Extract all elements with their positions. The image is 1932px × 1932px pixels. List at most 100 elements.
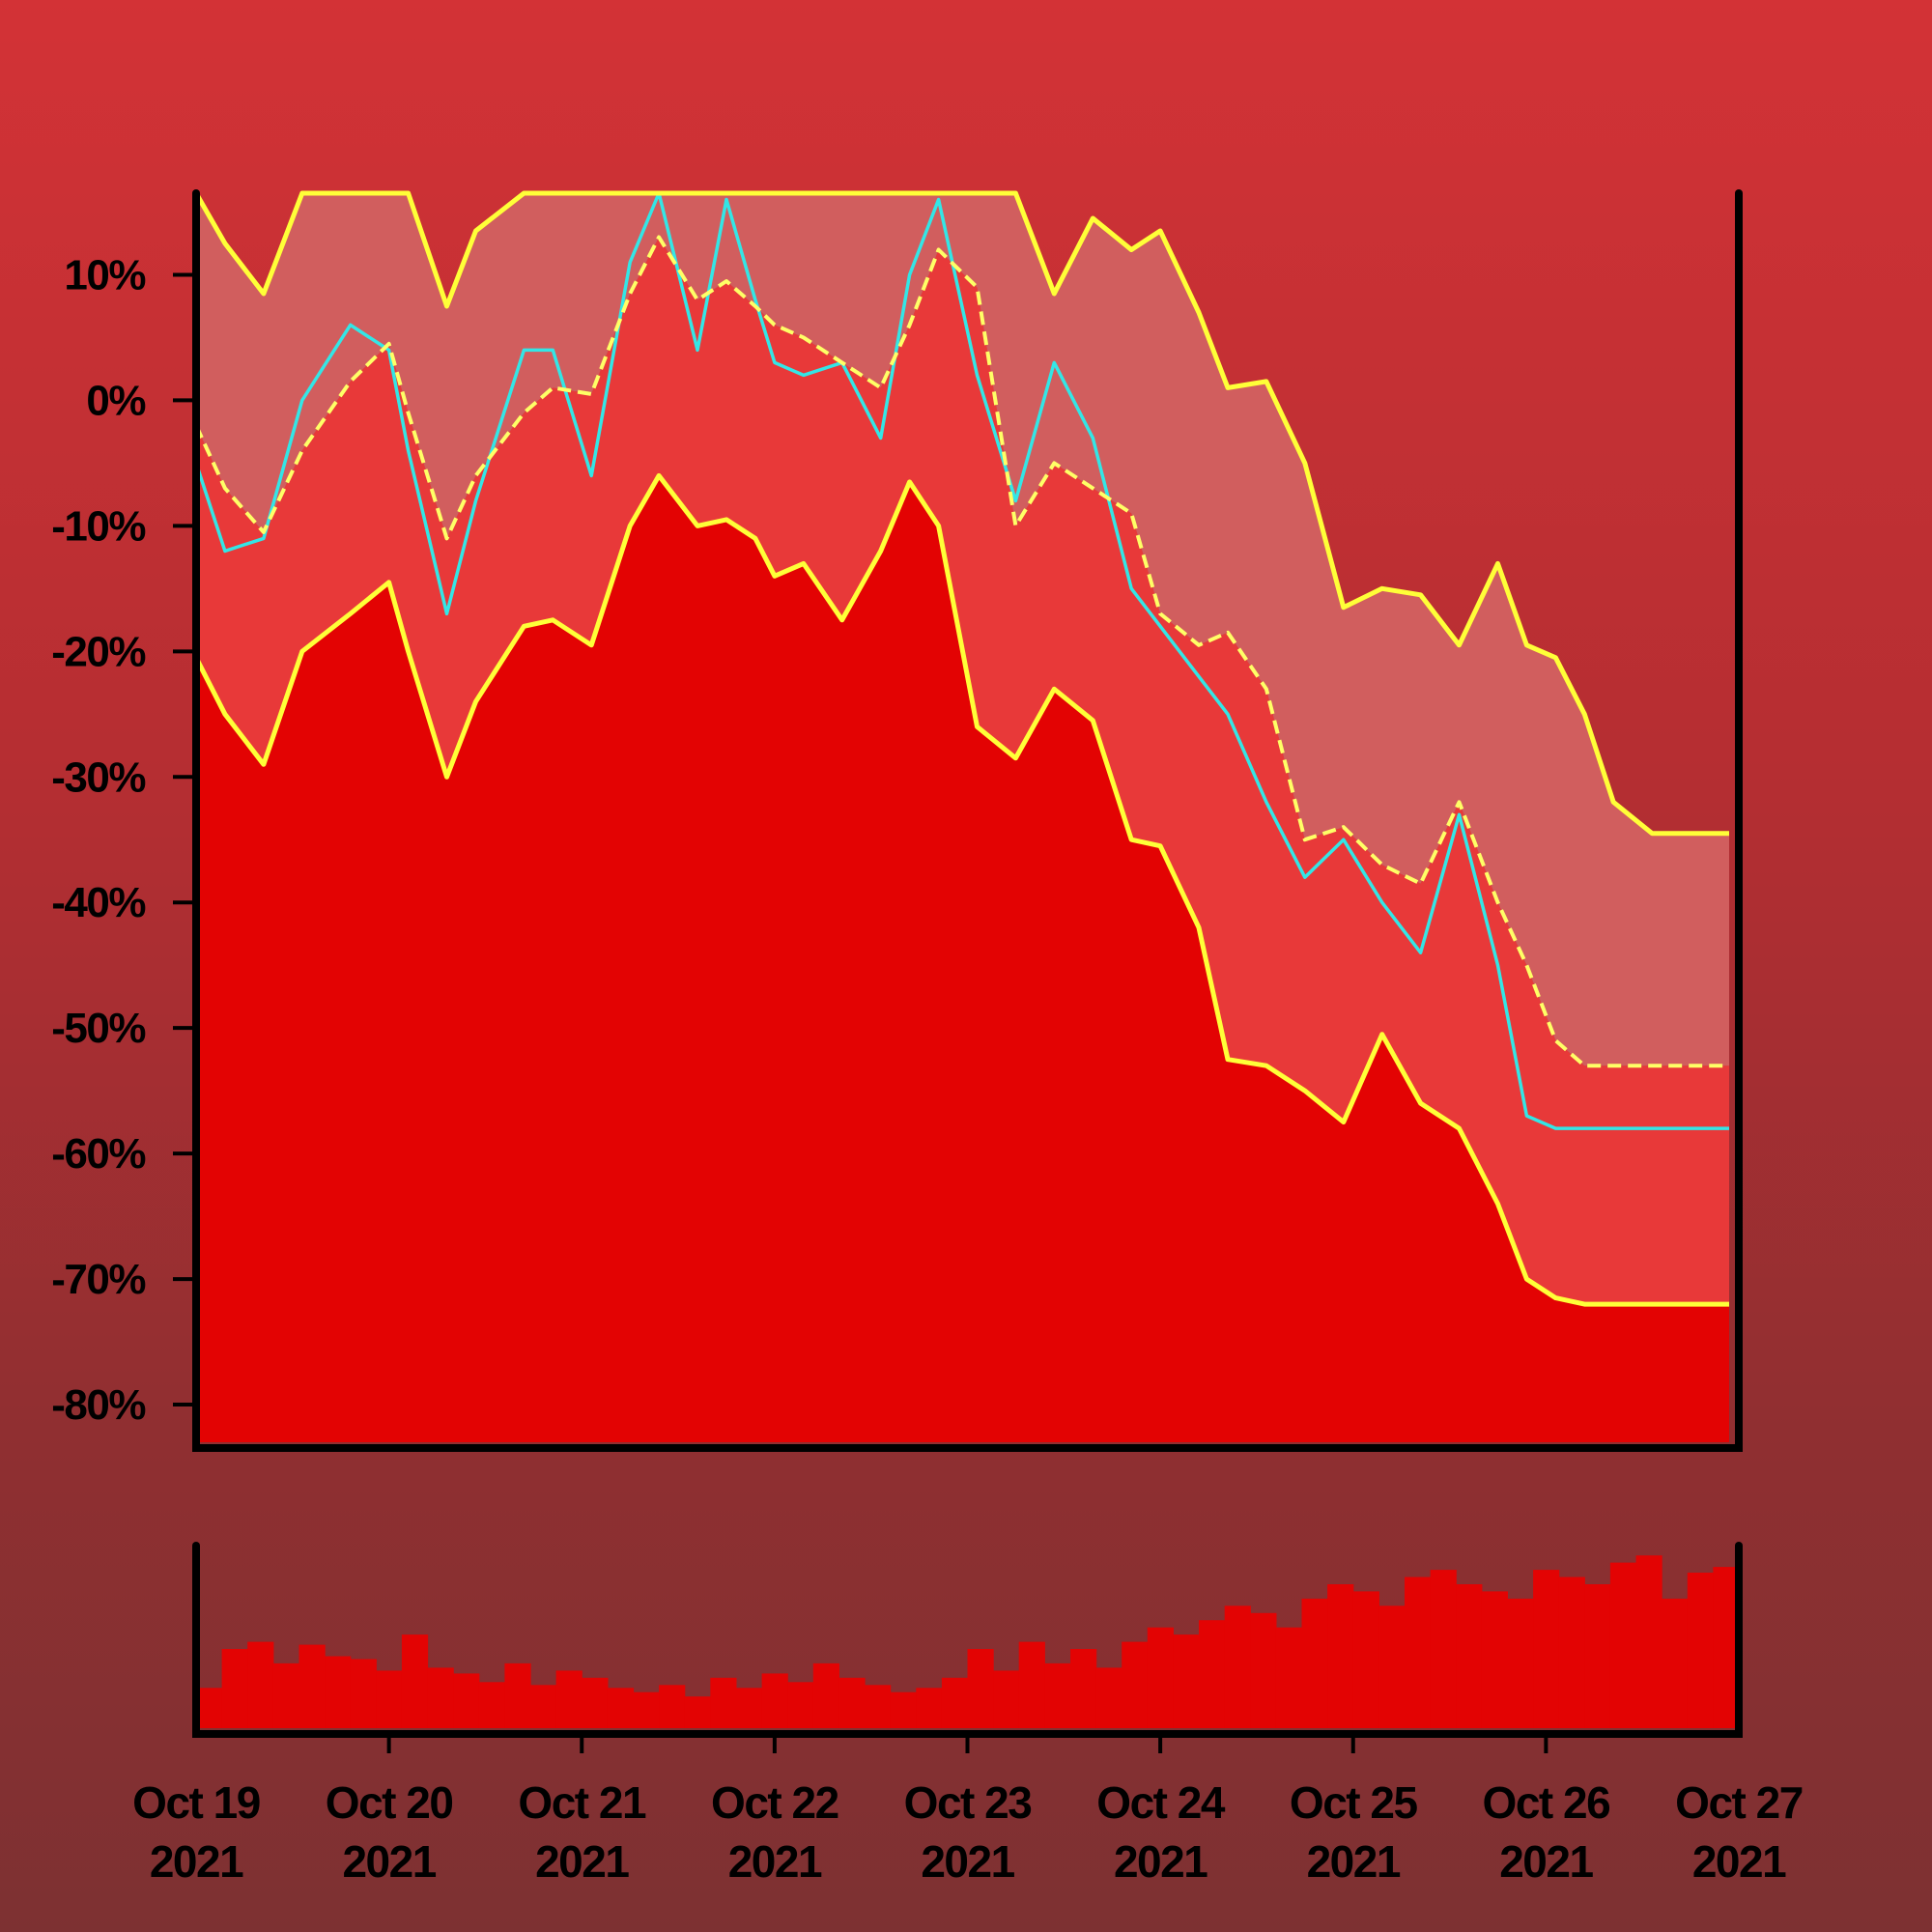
volume-bar <box>1147 1627 1174 1728</box>
x-tick-label-year: 2021 <box>1114 1836 1208 1887</box>
x-tick-label-year: 2021 <box>342 1836 436 1887</box>
volume-bar <box>1199 1620 1226 1728</box>
main-plot-frame <box>192 189 1743 1452</box>
volume-bar <box>1378 1605 1406 1728</box>
upper-band-area <box>196 193 1729 1066</box>
middle-band-area <box>196 237 1729 1305</box>
lower-band-line <box>193 472 1729 1307</box>
volume-bar <box>1662 1598 1689 1728</box>
y-tick-label: -80% <box>51 1381 145 1429</box>
volume-bar <box>582 1677 609 1728</box>
volume-bar <box>1122 1641 1149 1728</box>
y-tick-label: -70% <box>51 1256 145 1303</box>
x-tick-label-year: 2021 <box>150 1836 243 1887</box>
volume-bar <box>761 1673 788 1728</box>
x-tick-label-date: Oct 21 <box>518 1777 646 1828</box>
x-tick-label-date: Oct 25 <box>1290 1777 1418 1828</box>
volume-bar <box>633 1691 660 1728</box>
y-tick-label: 0% <box>86 377 145 424</box>
y-tick-label: -30% <box>51 753 145 801</box>
volume-bar <box>1609 1562 1637 1728</box>
y-tick-label: -40% <box>51 879 145 926</box>
volume-bar <box>247 1641 274 1728</box>
volume-bar <box>1224 1605 1251 1728</box>
volume-bar <box>1352 1591 1379 1728</box>
y-tick-label: -50% <box>51 1005 145 1052</box>
volume-bar <box>1481 1591 1508 1728</box>
y-tick-label: 10% <box>64 251 145 298</box>
x-tick-label-date: Oct 19 <box>132 1777 260 1828</box>
upper-band-line <box>193 190 1729 837</box>
volume-bars <box>196 1555 1740 1728</box>
x-tick-label-date: Oct 24 <box>1096 1777 1226 1828</box>
x-tick-label-year: 2021 <box>1307 1836 1401 1887</box>
volume-bar <box>838 1677 866 1728</box>
volume-bar <box>1327 1584 1354 1728</box>
volume-bar <box>941 1677 969 1728</box>
volume-bar <box>298 1644 326 1728</box>
volume-bar <box>1301 1598 1328 1728</box>
x-tick-label-date: Oct 27 <box>1675 1777 1803 1828</box>
volume-bar <box>221 1649 248 1728</box>
x-tick-label-date: Oct 20 <box>326 1777 453 1828</box>
volume-bar <box>710 1677 737 1728</box>
middle-band-line <box>194 235 1729 1068</box>
x-tick-label-year: 2021 <box>1499 1836 1593 1887</box>
x-tick-label-year: 2021 <box>1692 1836 1786 1887</box>
volume-bar <box>607 1688 635 1728</box>
volume-bar <box>555 1670 582 1728</box>
volume-bar <box>453 1673 480 1728</box>
y-tick-label: -10% <box>51 502 145 550</box>
volume-bar <box>736 1688 763 1728</box>
x-tick-label-year: 2021 <box>535 1836 629 1887</box>
volume-bar <box>916 1688 943 1728</box>
volume-bar <box>659 1685 686 1728</box>
series-lines <box>193 190 1729 1307</box>
volume-bar <box>1687 1573 1714 1728</box>
volume-bar <box>530 1685 557 1728</box>
volume-bar <box>1635 1555 1662 1728</box>
volume-bar <box>1533 1570 1560 1728</box>
volume-bar <box>684 1696 711 1728</box>
volume-bar <box>1584 1584 1611 1728</box>
volume-bar <box>478 1682 505 1728</box>
price-line <box>194 191 1729 1130</box>
volume-bar <box>376 1670 403 1728</box>
main-plot: 10% 0% -10% -20% -30% -40% -50% -60% -70% -80% <box>51 189 1743 1452</box>
volume-bar <box>1044 1662 1071 1728</box>
x-tick-label-year: 2021 <box>921 1836 1014 1887</box>
volume-bar <box>504 1662 531 1728</box>
y-tick-label: -20% <box>51 628 145 675</box>
volume-bar <box>1018 1641 1045 1728</box>
volume-bar <box>196 1688 223 1728</box>
volume-bar <box>1507 1598 1534 1728</box>
volume-bar <box>865 1685 892 1728</box>
volume-bar <box>1070 1649 1097 1728</box>
volume-bar <box>350 1659 377 1728</box>
volume-bar <box>1558 1577 1585 1728</box>
y-axis: 10% 0% -10% -20% -30% -40% -50% -60% -70% -80% <box>51 251 196 1429</box>
x-tick-label-year: 2021 <box>728 1836 822 1887</box>
volume-bar <box>1173 1634 1200 1728</box>
volume-bar <box>325 1656 352 1728</box>
volume-bar <box>272 1662 300 1728</box>
volume-bar <box>787 1682 814 1728</box>
volume-bar <box>967 1649 994 1728</box>
volume-bar <box>1456 1584 1483 1728</box>
band-areas <box>196 193 1729 1442</box>
volume-bar <box>890 1691 917 1728</box>
volume-bar <box>1430 1570 1457 1728</box>
volume-bar <box>401 1634 429 1728</box>
volume-bar <box>993 1670 1020 1728</box>
volume-bar <box>812 1662 839 1728</box>
y-tick-label: -60% <box>51 1130 145 1178</box>
x-axis: Oct 19 2021 Oct 20 2021 Oct 21 2021 Oct 22 2021… <box>132 1734 1804 1887</box>
volume-bar <box>1095 1667 1122 1728</box>
volume-bar <box>427 1667 454 1728</box>
x-tick-label-date: Oct 22 <box>711 1777 838 1828</box>
volume-plot: Oct 19 2021 Oct 20 2021 Oct 21 2021 Oct 22 2021… <box>132 1542 1804 1887</box>
lower-band-area <box>196 475 1729 1442</box>
volume-bar <box>1405 1577 1432 1728</box>
